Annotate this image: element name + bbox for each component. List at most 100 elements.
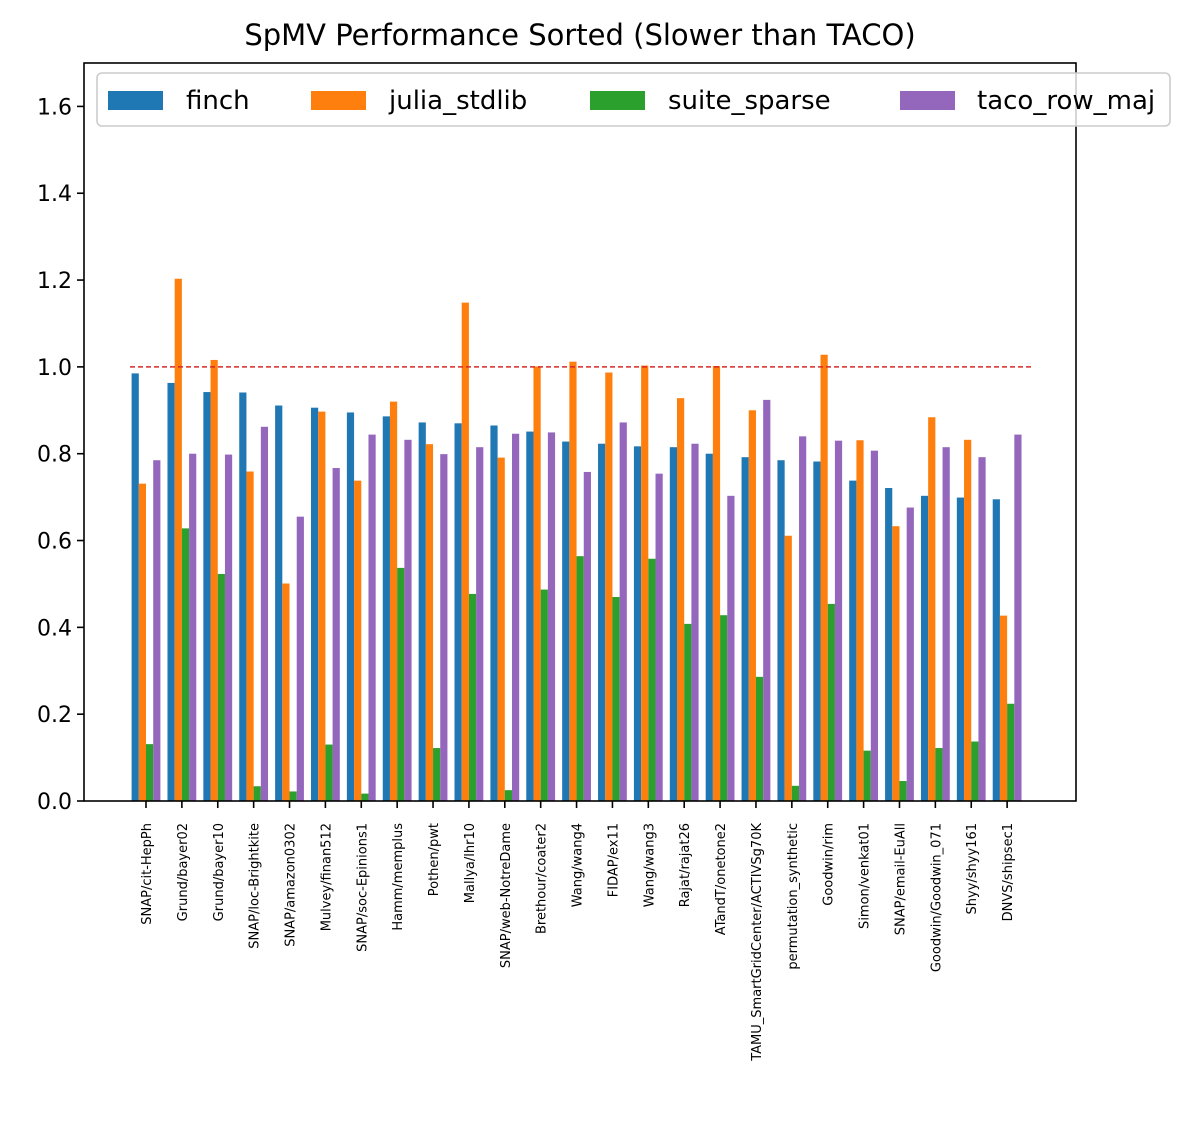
bar-suite_sparse-5 [325,744,333,801]
bar-finch-23 [956,497,965,801]
bar-julia_stdlib-2 [210,359,218,801]
bar-julia_stdlib-23 [964,439,972,801]
y-tick-label-5: 1.0 [37,356,72,381]
bar-finch-12 [562,441,570,801]
y-tick-label-0: 0.0 [37,790,72,815]
legend-label-taco_row_maj: taco_row_maj [977,86,1155,116]
bar-julia_stdlib-15 [677,398,685,801]
x-tick-label-3: SNAP/loc-Brightkite [248,823,263,949]
bar-taco_row_maj-16 [727,495,735,801]
bar-taco_row_maj-6 [368,434,376,801]
bar-julia_stdlib-3 [246,471,254,801]
legend-swatch-finch [108,91,163,110]
bar-julia_stdlib-7 [389,401,398,801]
bar-taco_row_maj-24 [1014,434,1022,801]
bar-julia_stdlib-18 [784,535,792,801]
bar-finch-13 [598,443,606,801]
bar-suite_sparse-4 [289,791,297,801]
bar-taco_row_maj-23 [978,457,986,801]
bar-taco_row_maj-1 [189,453,197,801]
x-tick-label-5: Mulvey/finan512 [319,823,334,931]
bar-julia_stdlib-19 [820,354,828,801]
bar-julia_stdlib-13 [605,372,613,801]
bar-taco_row_maj-0 [153,460,161,801]
bar-suite_sparse-17 [755,676,764,801]
bar-julia_stdlib-8 [425,444,434,801]
bar-suite_sparse-22 [935,748,943,801]
bar-suite_sparse-2 [217,573,225,801]
bar-julia_stdlib-20 [856,440,864,801]
bar-taco_row_maj-15 [691,443,699,801]
bar-julia_stdlib-24 [999,615,1008,801]
bar-julia_stdlib-10 [497,457,505,801]
x-tick-label-7: Hamm/memplus [391,823,406,931]
bar-taco_row_maj-22 [942,447,950,801]
x-tick-label-9: Mallya/lhr10 [463,823,478,903]
bar-suite_sparse-23 [971,741,979,801]
bar-finch-7 [382,416,390,801]
bar-finch-5 [311,407,319,801]
x-tick-label-10: SNAP/web-NotreDame [499,823,514,968]
bar-julia_stdlib-22 [928,417,936,801]
bar-julia_stdlib-4 [282,583,290,801]
bar-finch-11 [526,431,534,801]
bar-suite_sparse-24 [1007,703,1015,801]
bar-finch-8 [418,422,426,801]
x-tick-label-16: ATandT/onetone2 [714,823,729,935]
x-tick-label-17: TAMU_SmartGridCenter/ACTIVSg70K [750,823,765,1062]
bar-finch-19 [813,461,821,801]
bar-julia_stdlib-5 [318,411,326,801]
y-tick-label-6: 1.2 [37,269,72,294]
bar-finch-16 [705,453,713,801]
x-tick-label-21: SNAP/email-EuAll [893,823,908,935]
y-tick-label-8: 1.6 [37,95,72,120]
x-tick-label-18: permutation_synthetic [786,823,801,970]
x-tick-label-6: SNAP/soc-Epinions1 [355,823,370,952]
bar-suite_sparse-19 [827,603,835,801]
bar-suite_sparse-3 [253,786,261,801]
bar-suite_sparse-12 [576,556,584,801]
legend-label-finch: finch [186,86,250,116]
bar-julia_stdlib-16 [712,366,721,801]
bar-suite_sparse-9 [468,593,477,801]
bar-finch-20 [849,480,857,801]
bar-julia_stdlib-11 [533,366,541,801]
legend-swatch-suite_sparse [590,91,645,110]
y-tick-label-7: 1.4 [37,182,72,207]
x-tick-label-12: Wang/wang4 [571,823,586,907]
x-tick-label-11: Brethour/coater2 [535,823,550,934]
x-tick-label-0: SNAP/cit-HepPh [140,823,155,925]
bar-julia_stdlib-9 [461,302,469,801]
legend-label-julia_stdlib: julia_stdlib [388,86,527,116]
x-axis: SNAP/cit-HepPh Grund/bayer02 Grund/bayer10… [140,801,1016,1062]
bar-finch-15 [669,447,677,801]
x-tick-label-19: Goodwin/rim [822,823,837,906]
plot-frame [83,62,1077,802]
y-tick-label-4: 0.8 [37,443,72,468]
bar-suite_sparse-1 [181,528,190,801]
legend-swatch-taco_row_maj [900,91,955,110]
bar-finch-24 [992,499,1000,801]
bar-suite_sparse-7 [397,567,405,801]
bar-julia_stdlib-1 [174,278,182,801]
legend-swatch-julia_stdlib [311,91,366,110]
bar-suite_sparse-13 [612,596,620,801]
x-tick-label-2: Grund/bayer10 [212,823,227,921]
bar-taco_row_maj-21 [906,507,914,801]
bar-taco_row_maj-14 [655,473,663,801]
bar-taco_row_maj-2 [224,454,233,801]
bar-suite_sparse-21 [899,781,907,801]
bar-finch-18 [777,460,785,801]
bar-julia_stdlib-12 [569,361,577,801]
bar-finch-6 [346,412,355,801]
bar-julia_stdlib-21 [892,526,900,801]
bar-julia_stdlib-17 [748,410,756,801]
bar-taco_row_maj-10 [512,433,520,801]
x-tick-label-14: Wang/wang3 [642,823,657,907]
bar-suite_sparse-11 [540,589,548,801]
y-tick-label-3: 0.6 [37,530,72,555]
x-tick-label-1: Grund/bayer02 [176,823,191,921]
x-tick-label-15: Rajat/rajat26 [678,823,693,907]
bar-taco_row_maj-9 [476,447,484,801]
bar-suite_sparse-14 [648,558,656,801]
